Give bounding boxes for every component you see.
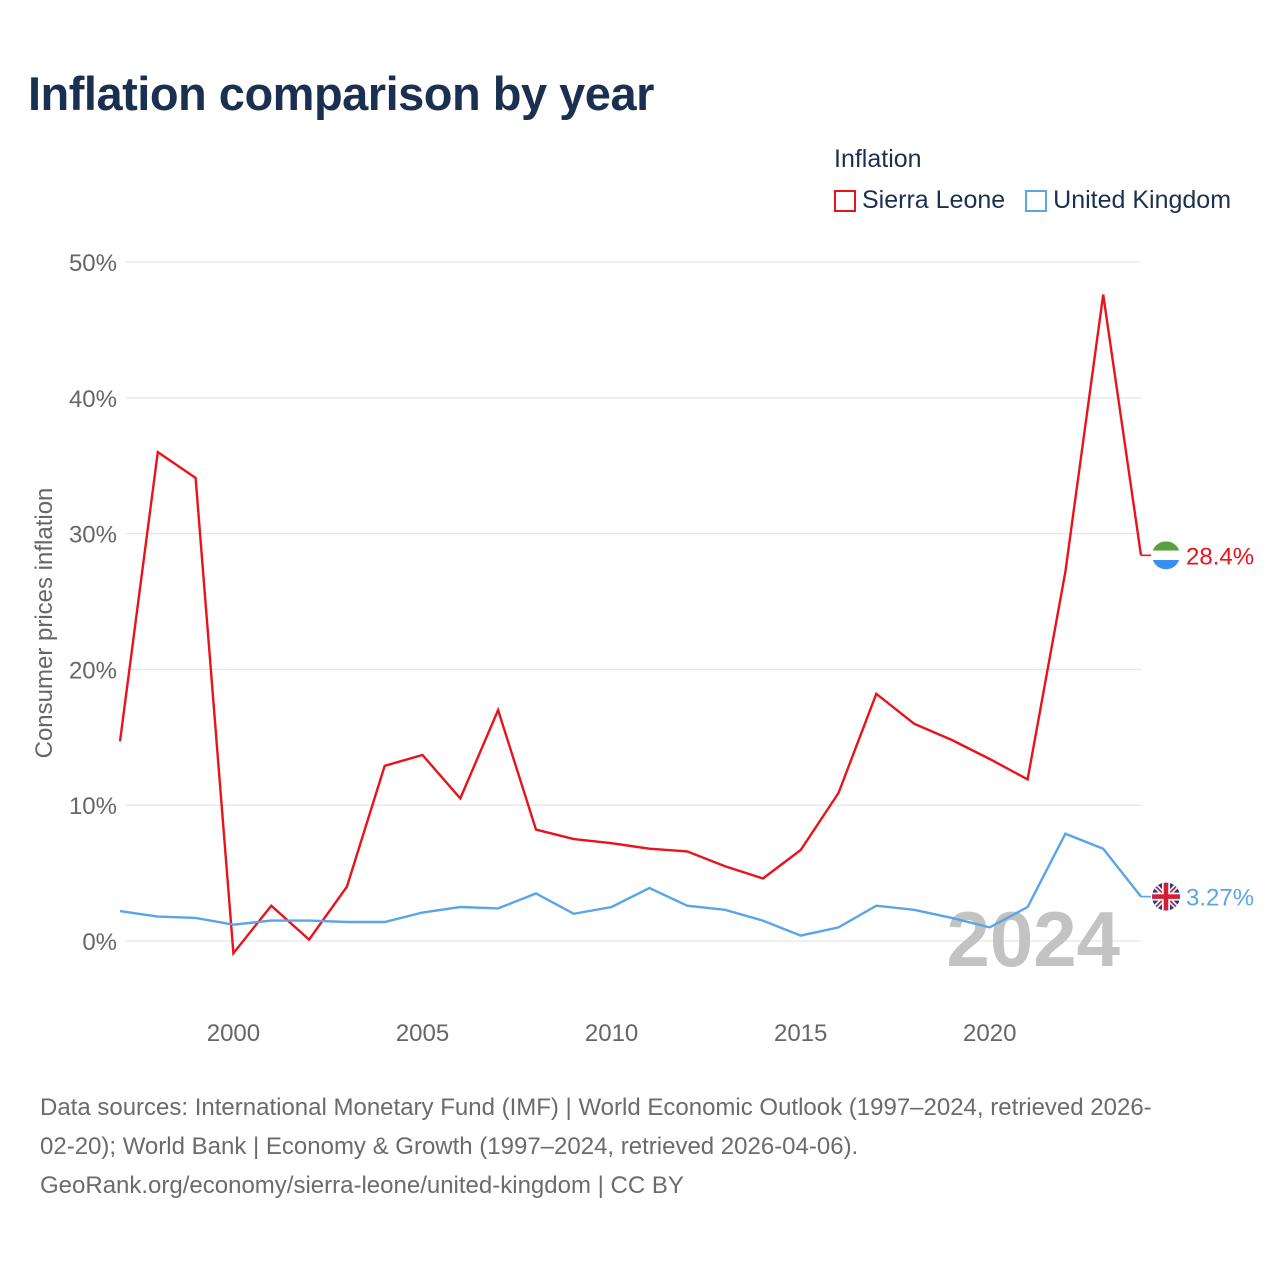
x-tick-label: 2015	[774, 1020, 827, 1047]
chart-title: Inflation comparison by year	[28, 67, 654, 120]
legend-swatch-sierra-leone	[834, 189, 856, 212]
series-line-united-kingdom	[119, 832, 1142, 937]
series-line-sierra-leone	[118, 294, 1143, 957]
legend-item-sierra-leone[interactable]: Sierra Leone	[834, 186, 1005, 215]
y-tick-label: 40%	[69, 386, 117, 413]
legend-title: Inflation	[834, 145, 922, 173]
x-tick-label: 2000	[207, 1020, 260, 1047]
source-line: Data sources: International Monetary Fun…	[40, 1094, 1152, 1121]
legend-label-sierra-leone: Sierra Leone	[862, 186, 1006, 214]
legend: Sierra Leone United Kingdom	[834, 186, 1231, 215]
y-axis-label: Consumer prices inflation	[31, 488, 58, 759]
grid	[126, 261, 1141, 942]
end-markers: 28.4% 3.27%	[1141, 541, 1254, 912]
legend-label-united-kingdom: United Kingdom	[1053, 186, 1232, 214]
x-tick-label: 2010	[585, 1020, 638, 1047]
y-tick-label: 10%	[69, 793, 117, 820]
source-note: Data sources: International Monetary Fun…	[40, 1088, 1250, 1205]
year-watermark: 2024	[946, 895, 1120, 983]
uk-flag-icon	[1152, 882, 1180, 911]
x-axis: 2000 2005 2010 2015 2020	[207, 1020, 1017, 1047]
y-tick-label: 50%	[69, 250, 117, 277]
y-axis: 0% 10% 20% 30% 40% 50%	[69, 250, 117, 956]
y-tick-label: 30%	[69, 522, 117, 549]
source-line: 02-20); World Bank | Economy & Growth (1…	[40, 1133, 859, 1160]
x-tick-label: 2005	[396, 1020, 449, 1047]
series-lines	[118, 294, 1143, 957]
sierra-leone-flag-icon	[1152, 541, 1180, 570]
legend-swatch-united-kingdom	[1025, 189, 1048, 212]
y-tick-label: 0%	[82, 929, 117, 956]
line-chart: 0% 10% 20% 30% 40% 50% 2000 2005 2010 2015 2020 2…	[31, 250, 1254, 1047]
source-link[interactable]: GeoRank.org/economy/sierra-leone/united-…	[40, 1172, 684, 1199]
end-value-label-sierra-leone: 28.4%	[1186, 543, 1254, 570]
legend-item-united-kingdom[interactable]: United Kingdom	[1025, 186, 1231, 215]
x-tick-label: 2020	[963, 1020, 1016, 1047]
y-tick-label: 20%	[69, 657, 117, 684]
end-value-label-united-kingdom: 3.27%	[1186, 885, 1254, 912]
